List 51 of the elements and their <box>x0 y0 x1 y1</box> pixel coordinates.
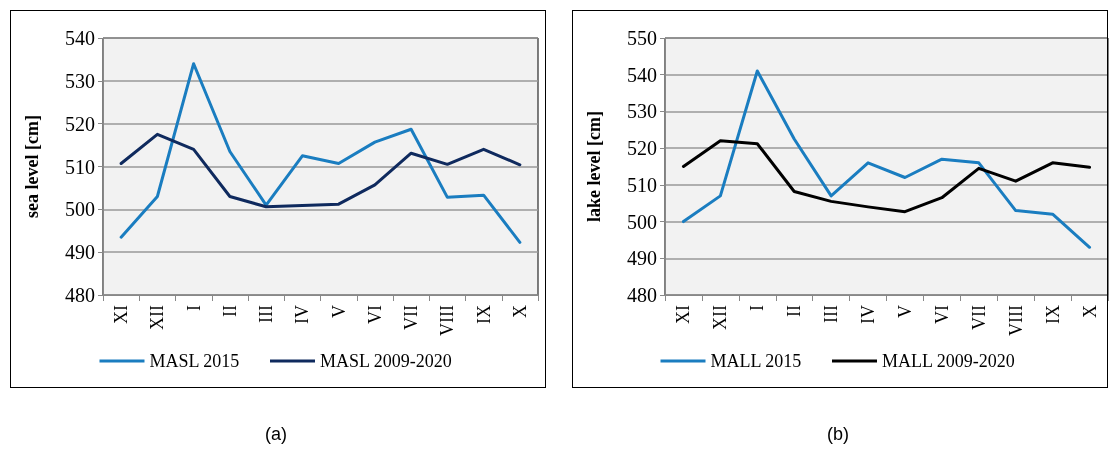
x-tick-label: IX <box>473 305 494 324</box>
legend-label: MASL 2009-2020 <box>320 351 452 371</box>
y-tick-label: 500 <box>627 210 657 233</box>
y-axis-title: sea level [cm] <box>22 115 42 218</box>
y-tick-label: 550 <box>627 27 657 49</box>
x-tick-label: II <box>219 305 240 317</box>
y-tick-label: 490 <box>65 241 95 264</box>
x-tick-label: XI <box>673 305 694 324</box>
x-tick-label: IV <box>858 305 879 324</box>
x-tick-label: IX <box>1042 305 1063 324</box>
legend-label: MALL 2015 <box>710 351 802 371</box>
x-tick-label: VII <box>401 305 422 330</box>
legend-label: MASL 2015 <box>149 351 240 371</box>
text: (b) <box>827 424 849 444</box>
line-series <box>119 62 522 244</box>
x-tick-label: VIII <box>437 305 458 336</box>
y-tick-label: 510 <box>65 155 95 178</box>
y-tick-label: 530 <box>65 69 95 92</box>
y-tick-label: 480 <box>627 284 657 306</box>
x-tick-label: XI <box>111 305 132 324</box>
y-tick-label: 500 <box>65 198 95 221</box>
y-tick-label: 490 <box>627 247 657 270</box>
line-series <box>681 139 1092 214</box>
y-tick-label: 510 <box>627 173 657 196</box>
y-tick-label: 530 <box>627 100 657 123</box>
x-tick-label: VI <box>931 305 952 324</box>
x-tick-label: VII <box>968 305 989 330</box>
x-tick-label: IV <box>292 305 313 324</box>
x-tick-label: XII <box>147 305 168 330</box>
x-tick-label: I <box>183 305 204 311</box>
x-tick-label: XII <box>710 305 731 330</box>
y-tick-label: 480 <box>65 284 95 306</box>
x-tick-label: VIII <box>1005 305 1026 336</box>
x-tick-label: II <box>784 305 805 317</box>
y-tick-label: 520 <box>65 112 95 135</box>
x-tick-label: I <box>747 305 768 311</box>
x-tick-label: VI <box>364 305 385 324</box>
x-tick-label: III <box>821 305 842 323</box>
x-tick-label: V <box>328 305 349 318</box>
x-tick-label: X <box>509 305 530 318</box>
y-axis-title: lake level [cm] <box>584 111 604 222</box>
y-tick-label: 540 <box>65 27 95 49</box>
text: (a) <box>265 424 287 444</box>
x-tick-label: III <box>256 305 277 323</box>
line-series <box>119 132 522 209</box>
legend-label: MALL 2009-2020 <box>882 351 1015 371</box>
y-tick-label: 520 <box>627 137 657 160</box>
x-tick-label: X <box>1079 305 1100 318</box>
y-tick-label: 540 <box>627 63 657 86</box>
line-series <box>681 69 1092 249</box>
x-tick-label: V <box>894 305 915 318</box>
